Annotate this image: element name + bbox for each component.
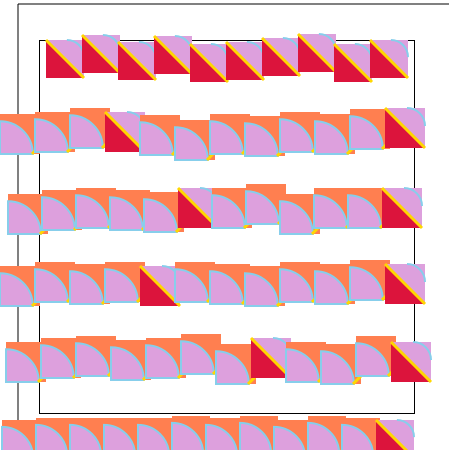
quarter-circle-tile [172,416,210,450]
diagonal-split-tile [376,420,414,450]
quarter-circle-tile [216,344,256,384]
diagonal-split-tile [262,38,300,76]
quarter-circle-tile [138,418,176,450]
quarter-circle-tile [356,336,396,376]
diagonal-split-tile [46,40,84,78]
quarter-circle-tile [70,108,110,148]
diagonal-split-tile [334,44,372,82]
quarter-circle-tile [274,420,312,450]
quarter-circle-tile [70,418,108,450]
quarter-circle-tile [350,260,390,300]
diagonal-split-tile [154,36,192,74]
diagonal-split-tile [382,188,422,228]
quarter-circle-tile [308,416,346,450]
diagonal-split-tile [385,264,425,304]
diagonal-split-tile [118,42,156,80]
diagonal-split-tile [226,42,264,80]
quarter-circle-tile [2,420,40,450]
quarter-circle-tile [206,418,244,450]
quarter-circle-tile [342,418,380,450]
quarter-circle-tile [105,262,145,302]
quarter-circle-tile [36,418,74,450]
quarter-circle-tile [350,109,390,149]
diagonal-split-tile [370,40,408,78]
quarter-circle-tile [104,418,142,450]
diagonal-split-tile [385,108,425,148]
diagonal-split-tile [190,44,228,82]
quarter-circle-tile [240,416,278,450]
diagonal-split-tile [391,342,431,382]
diagonal-split-tile [298,34,336,72]
diagonal-split-tile [82,35,120,73]
